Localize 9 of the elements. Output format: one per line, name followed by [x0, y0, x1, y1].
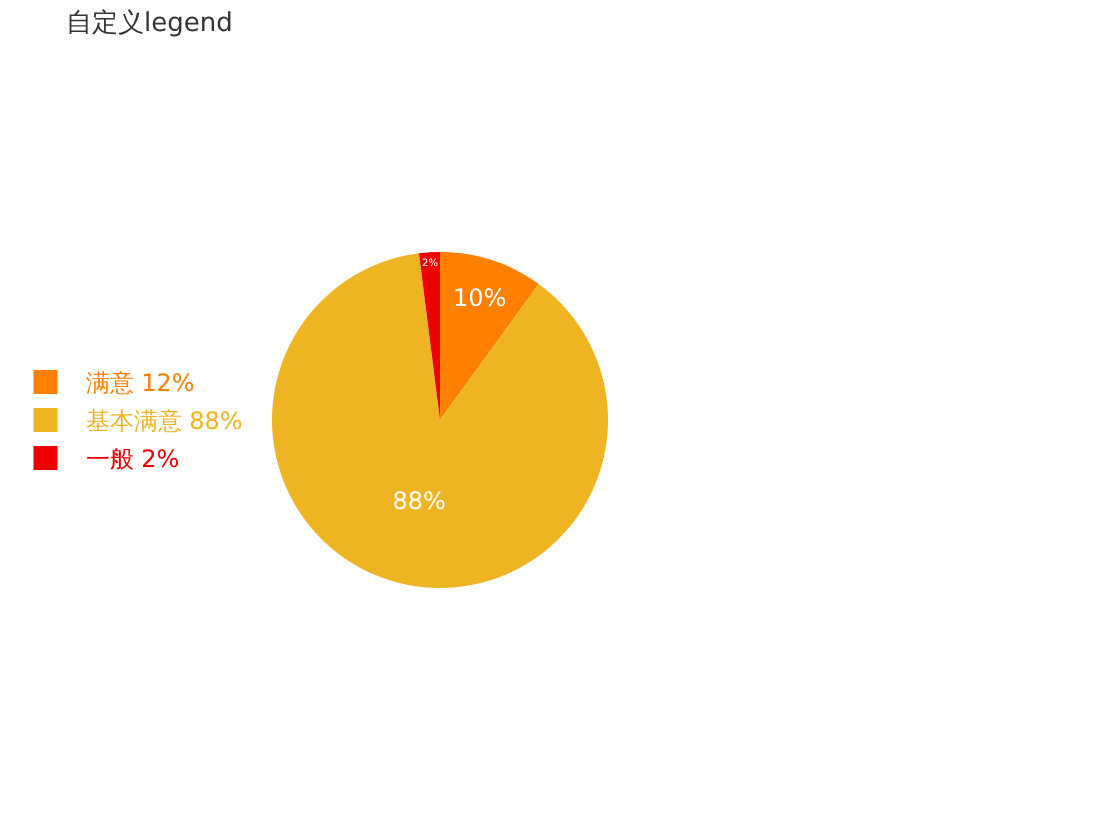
- data-label: 88%: [392, 487, 446, 516]
- chart-title: 自定义legend: [66, 8, 233, 39]
- pie-slice: [418, 252, 440, 420]
- pie-slice: [272, 253, 608, 588]
- data-label: 10%: [452, 283, 507, 312]
- pie-slice: [440, 252, 539, 420]
- legend-label: 基本满意 88%: [85, 407, 243, 436]
- legend-label: 满意 12%: [85, 369, 195, 398]
- legend-label: 一般 2%: [85, 445, 180, 474]
